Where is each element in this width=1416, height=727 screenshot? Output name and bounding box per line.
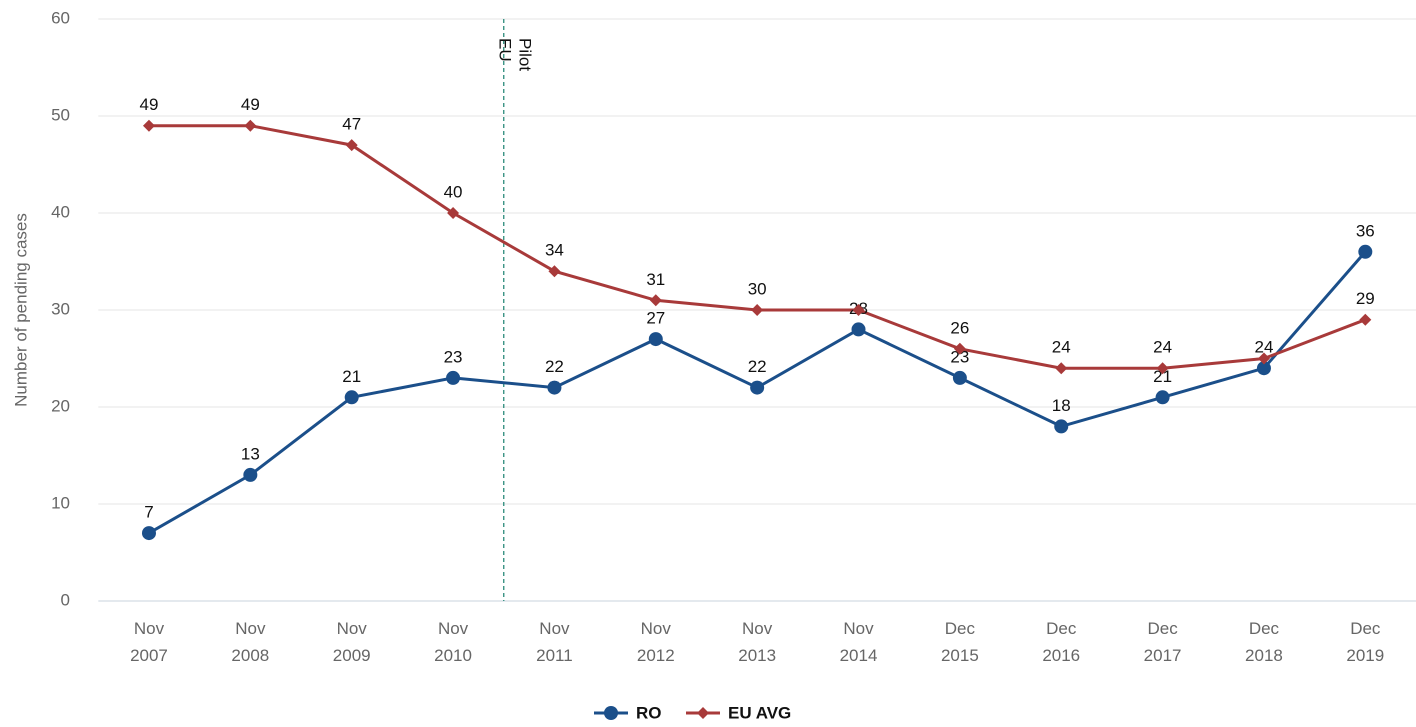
data-label: 22 (545, 357, 564, 376)
data-label: 13 (241, 444, 260, 463)
point (1256, 361, 1271, 376)
point (547, 380, 562, 395)
x-tick-label: Nov 2009 (333, 619, 371, 665)
point (852, 304, 865, 316)
point (243, 467, 258, 482)
data-label: 23 (444, 347, 463, 366)
point (604, 706, 618, 720)
point (344, 390, 359, 405)
point (751, 304, 764, 316)
data-label: 22 (748, 357, 767, 376)
y-tick-label: 30 (51, 299, 70, 318)
data-label: 40 (444, 182, 463, 201)
point (697, 707, 709, 719)
point (142, 119, 155, 132)
point (649, 294, 662, 307)
y-axis-title: Number of pending cases (11, 213, 30, 407)
point (1055, 362, 1068, 375)
x-tick-label: Nov 2010 (434, 619, 472, 665)
legend-label: EU AVG (728, 703, 791, 722)
x-tick-label: Dec 2018 (1245, 619, 1283, 665)
point (952, 370, 967, 385)
data-label: 27 (646, 309, 665, 328)
point (1155, 390, 1170, 405)
y-tick-label: 0 (61, 590, 70, 609)
x-tick-label: Nov 2014 (840, 619, 878, 665)
x-tick-label: Nov 2007 (130, 619, 168, 665)
data-label: 23 (950, 347, 969, 366)
data-label: 49 (241, 95, 260, 114)
data-label: 24 (1052, 338, 1071, 357)
point (244, 119, 257, 132)
data-label: 31 (646, 270, 665, 289)
data-label: 47 (342, 115, 361, 134)
data-label: 34 (545, 241, 564, 260)
y-tick-label: 40 (51, 202, 70, 221)
data-label: 29 (1356, 289, 1375, 308)
data-label: 21 (1153, 367, 1172, 386)
point (1257, 352, 1270, 365)
x-tick-label: Nov 2013 (738, 619, 776, 665)
y-tick-label: 20 (51, 396, 70, 415)
data-label: 36 (1356, 221, 1375, 240)
annotation-label: EUPilot (495, 38, 534, 71)
y-tick-label: 50 (51, 105, 70, 124)
data-label: 24 (1153, 338, 1172, 357)
x-tick-label: Nov 2011 (536, 619, 573, 665)
point (345, 139, 358, 152)
legend-label: RO (636, 703, 662, 722)
point (750, 380, 765, 395)
data-label: 26 (950, 318, 969, 337)
point (1358, 244, 1373, 259)
series-line (148, 124, 1366, 370)
point (446, 370, 461, 385)
x-tick-label: Nov 2012 (637, 619, 675, 665)
x-tick-label: Dec 2015 (941, 619, 979, 665)
x-tick-label: Dec 2016 (1042, 619, 1080, 665)
x-tick-label: Dec 2019 (1346, 619, 1384, 665)
point (447, 207, 460, 219)
point (141, 526, 156, 541)
x-tick-label: Nov 2008 (231, 619, 269, 665)
point (953, 342, 966, 355)
point (648, 332, 663, 347)
data-label: 18 (1052, 396, 1071, 415)
data-label: 49 (140, 95, 159, 114)
point (851, 322, 866, 337)
y-tick-label: 10 (51, 493, 70, 512)
data-label: 7 (144, 503, 153, 522)
point (1359, 313, 1372, 326)
data-label: 21 (342, 367, 361, 386)
data-label: 24 (1254, 338, 1273, 357)
point (1054, 419, 1069, 434)
point (548, 265, 561, 278)
y-tick-label: 60 (51, 8, 70, 27)
x-tick-label: Dec 2017 (1144, 619, 1182, 665)
data-label: 30 (748, 279, 767, 298)
point (1156, 362, 1169, 375)
